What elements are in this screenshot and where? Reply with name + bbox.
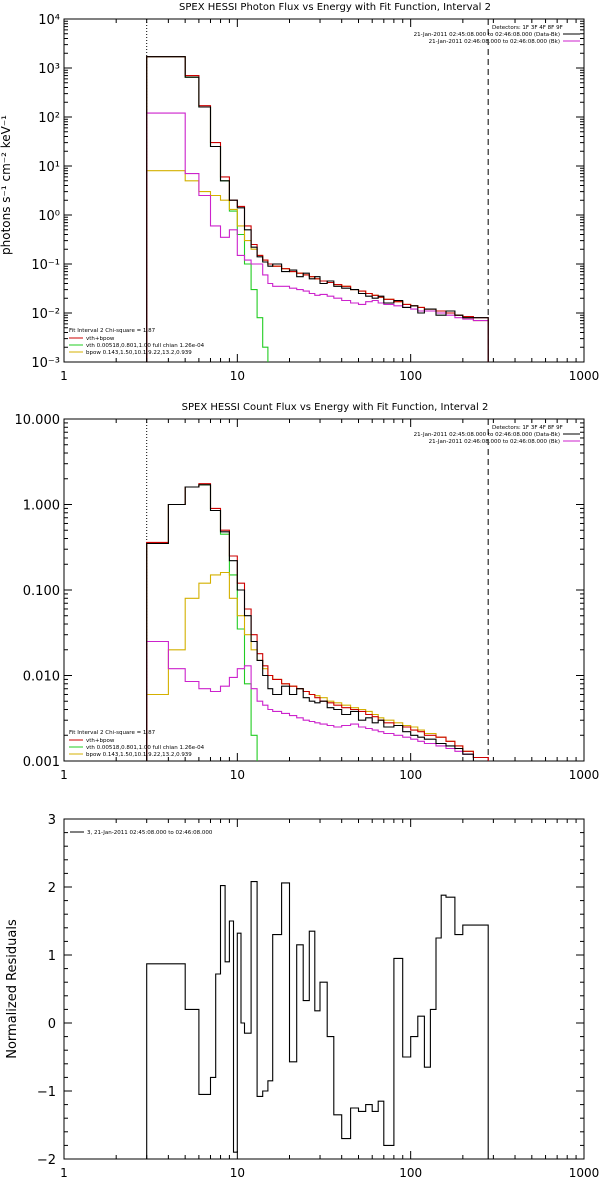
y-tick-label: 10.000 — [15, 413, 61, 428]
series-bpow-line — [146, 571, 489, 761]
legend-entry-background: 21-Jan-2011 02:46:08.000 to 02:46:08.000… — [429, 39, 560, 45]
plot-frame — [63, 18, 585, 363]
series-total-line — [146, 483, 489, 761]
fit-info-header: Fit Interval 2 Chi-square = 1.87 — [69, 328, 156, 334]
y-tick-label: 10⁰ — [38, 209, 60, 224]
y-tick-label: 10⁻¹ — [31, 258, 60, 273]
y-tick-label: 10⁻² — [31, 307, 60, 322]
x-tick-label: 10 — [230, 1166, 245, 1180]
fit-entry-total: vth+bpow — [86, 336, 115, 342]
x-tick-label: 1 — [60, 369, 68, 383]
x-tick-label: 100 — [399, 1166, 422, 1180]
series-background-line — [146, 112, 489, 362]
y-tick-label: 0.100 — [23, 584, 60, 599]
y-tick-label: 10¹ — [38, 160, 60, 175]
fit-entry-bpow: bpow 0.143,1.50,10.1,9.22,13.2,0.939 — [86, 350, 192, 356]
series-background-line — [146, 640, 489, 761]
plot-clip-region — [146, 881, 489, 1159]
x-tick-label: 100 — [399, 768, 422, 782]
y-tick-label: 0.001 — [23, 755, 60, 770]
x-tick-label: 10 — [230, 768, 245, 782]
legend-header: Detectors: 1F 3F 4F 8F 9F — [492, 25, 563, 31]
fit-entry-total: vth+bpow — [86, 738, 115, 744]
y-tick-label: −2 — [37, 1153, 56, 1168]
y-tick-label: 10⁻³ — [31, 356, 60, 371]
y-tick-label: 0.010 — [23, 670, 60, 685]
legend-entry-data: 3, 21-Jan-2011 02:45:08.000 to 02:46:08.… — [87, 830, 213, 836]
y-tick-label: 1 — [48, 949, 56, 964]
y-axis-label: Normalized Residuals — [5, 919, 20, 1059]
fit-entry-bpow: bpow 0.143,1.50,10.1,9.22,13.2,0.939 — [86, 752, 192, 758]
y-tick-label: 1.000 — [23, 499, 60, 514]
y-tick-label: −1 — [37, 1085, 56, 1100]
y-tick-label: 3 — [48, 813, 56, 828]
legend-header: Detectors: 1F 3F 4F 8F 9F — [492, 425, 563, 431]
y-tick-label: 10³ — [38, 62, 60, 77]
y-tick-label: 2 — [48, 881, 56, 896]
y-tick-label: 10⁴ — [38, 13, 60, 28]
chart-title: SPEX HESSI Count Flux vs Energy with Fit… — [182, 402, 489, 413]
x-tick-label: 10 — [230, 369, 245, 383]
fit-entry-vth: vth 0.00518,0.801,1.00 full chian 1.26e-… — [86, 343, 205, 349]
legend-entry-data: 21-Jan-2011 02:45:08.000 to 02:46:08.000… — [414, 432, 560, 438]
y-axis-label: photons s⁻¹ cm⁻² keV⁻¹ — [0, 115, 13, 255]
legend-entry-background: 21-Jan-2011 02:46:08.000 to 02:46:08.000… — [429, 439, 560, 445]
series-data-line — [146, 56, 489, 362]
plot-clip-region — [146, 419, 489, 761]
legend-entry-data: 21-Jan-2011 02:45:08.000 to 02:46:08.000… — [414, 32, 560, 38]
chart-title: SPEX HESSI Photon Flux vs Energy with Fi… — [179, 2, 491, 13]
plot-frame — [63, 818, 585, 1160]
x-tick-label: 1 — [60, 1166, 68, 1180]
fit-info-header: Fit Interval 2 Chi-square = 1.87 — [69, 730, 156, 736]
y-tick-label: 0 — [48, 1017, 56, 1032]
plot-clip-region — [146, 19, 489, 362]
series-data-line — [146, 484, 489, 761]
series-data-line — [146, 881, 489, 1159]
x-tick-label: 1 — [60, 768, 68, 782]
residuals-panel: Normalized Residuals 1 10 100 1000−2−10123 … — [5, 813, 599, 1180]
x-tick-label: 1000 — [569, 1166, 600, 1180]
x-tick-label: 1000 — [569, 369, 600, 383]
y-tick-label: 10² — [38, 111, 60, 126]
x-tick-label: 1000 — [569, 768, 600, 782]
fit-entry-vth: vth 0.00518,0.801,1.00 full chian 1.26e-… — [86, 745, 205, 751]
x-tick-label: 100 — [399, 369, 422, 383]
count-flux-panel: SPEX HESSI Count Flux vs Energy with Fit… — [15, 402, 600, 782]
photon-flux-panel: SPEX HESSI Photon Flux vs Energy with Fi… — [0, 2, 599, 383]
